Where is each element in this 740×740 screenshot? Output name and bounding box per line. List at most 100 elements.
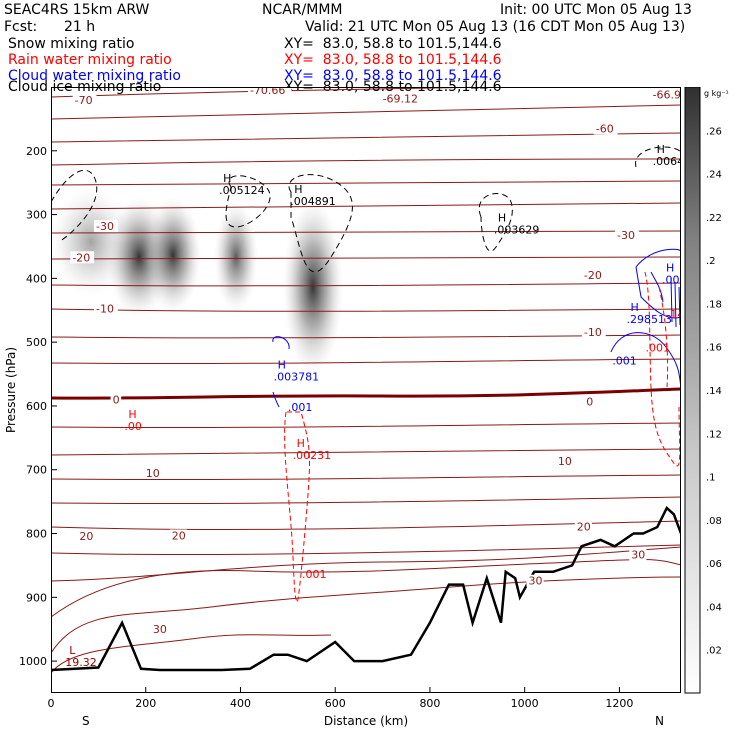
extremum-value: .298513 [627, 313, 673, 326]
extremum-value: .003781 [274, 370, 320, 383]
x-tick-label: 800 [419, 697, 440, 710]
isotherm-label: -20 [584, 269, 602, 282]
colorbar-tick-label: .04 [706, 602, 722, 613]
isotherm-label-bg [94, 302, 118, 315]
isotherm-label-bg [574, 520, 592, 533]
isotherm-label: -60 [596, 122, 614, 135]
y-tick-label: 500 [26, 336, 47, 349]
isotherm-label: -70 [75, 94, 93, 107]
y-tick-label: 700 [26, 464, 47, 477]
x-tick-label: 600 [325, 697, 346, 710]
isotherm-label-bg [555, 454, 574, 467]
isotherm-label: -70.66 [250, 87, 285, 97]
x-tick-label: 1200 [605, 697, 633, 710]
y-tick-label: 200 [26, 145, 47, 158]
contour-value-label: .001 [645, 342, 670, 355]
contour-value-label: .001 [612, 354, 637, 367]
extremum-symbol: H [223, 172, 231, 185]
ice-contours [51, 146, 681, 273]
rain-contours [284, 271, 681, 603]
freezing-level [51, 387, 681, 400]
extremum-symbol: H [278, 358, 286, 371]
isotherm-label-bg [650, 88, 681, 101]
x-axis-label: Distance (km) [324, 714, 408, 728]
field-xy-rain: XY= 83.0, 58.8 to 101.5,144.6 [284, 52, 502, 68]
field-name-snow: Snow mixing ratio [8, 36, 135, 52]
isotherm-label-bg [584, 395, 595, 408]
cloud-shading-4 [214, 202, 258, 312]
extremum-symbol: H [297, 437, 305, 450]
plot-frame [51, 87, 681, 693]
isotherm-label-bg [169, 529, 187, 542]
isotherm-label-bg [593, 122, 618, 135]
extremum-value: .00065 [662, 273, 681, 286]
extremum-symbol: H [631, 301, 639, 314]
extremum-value: .00 [124, 420, 142, 433]
extremum-symbol: H [657, 143, 665, 156]
init-time: Init: 00 UTC Mon 05 Aug 13 [500, 2, 692, 18]
isotherm-label: 30 [631, 549, 645, 562]
colorbar-tick-label: .2 [706, 256, 716, 267]
isotherm-label: 30 [528, 575, 542, 588]
isotherm-label: -20 [72, 251, 90, 264]
field-xy-cloud-water: XY= 83.0, 58.8 to 101.5,144.6 [284, 68, 502, 84]
extremum-symbol: H [294, 183, 302, 196]
colorbar-tick-label: .18 [706, 299, 722, 310]
field-xy-snow: XY= 83.0, 58.8 to 101.5,144.6 [284, 36, 502, 52]
contour-value-label: .001 [302, 568, 327, 581]
extremum-value: .00231 [293, 449, 332, 462]
isotherm-label-bg [70, 251, 95, 264]
tick-marks [51, 150, 620, 693]
isotherm-label-bg [380, 92, 425, 105]
y-tick-label: 600 [26, 400, 47, 413]
extremum-value: .005124 [219, 184, 265, 197]
isotherm-labels: -70 -70.66 -69.12 -66.9 -60 -30 -30 -20 -20 -10 -1… [70, 87, 681, 636]
colorbar-tick-label: .06 [706, 559, 722, 570]
x-tick-label: 400 [230, 697, 251, 710]
colorbar-tick-label: .02 [706, 646, 722, 657]
extrema-labels: H.005124H.004891H.003629H.006445H.00065H… [65, 143, 681, 669]
extremum-value: .006445 [653, 155, 681, 168]
south-end-label: S [82, 714, 90, 728]
x-tick-label: 200 [135, 697, 156, 710]
isotherm-label-bg [615, 228, 639, 241]
extremum-symbol: H [666, 261, 674, 274]
y-tick-labels: 200 300 400 500 600 700 800 900 1000 [19, 145, 47, 668]
y-axis-label: Pressure (hPa) [4, 347, 18, 433]
isotherm-label-bg [72, 93, 97, 106]
field-name-cloud-water: Cloud water mixing ratio [8, 68, 181, 84]
isotherm-label: 10 [558, 455, 572, 468]
isotherm-label-bg [526, 574, 544, 587]
colorbar-tick-label: .16 [706, 343, 722, 354]
extremum-value: .004891 [290, 195, 336, 208]
isotherm-label: 20 [577, 521, 591, 534]
y-tick-label: 300 [26, 209, 47, 222]
isotherm-label-bg [110, 393, 122, 406]
cross-section-plot: -70 -70.66 -69.12 -66.9 -60 -30 -30 -20 -20 -10 -1… [51, 87, 681, 693]
isotherm-label-bg [94, 220, 118, 233]
isotherm-label: -30 [96, 220, 114, 233]
extremum-value: .003629 [494, 224, 540, 237]
isotherm-label-bg [143, 466, 161, 479]
x-tick-label: 0 [48, 697, 55, 710]
isotherm-label: 10 [146, 467, 160, 480]
y-tick-label: 900 [26, 591, 47, 604]
isotherm-label: 0 [586, 395, 593, 408]
isotherm-label: 20 [172, 529, 186, 542]
extremum-value: .146 [667, 308, 681, 321]
isotherm-label-bg [150, 623, 169, 636]
colorbar-tick-label: .26 [706, 126, 722, 137]
cloud-shading-3 [145, 197, 201, 313]
isotherm-label: 30 [153, 623, 167, 636]
y-tick-label: 800 [26, 528, 47, 541]
colorbar-ticks: .02 .04 .06 .08 .1 .12 .14 .16 .18 .2 .22 .24 .26 [706, 126, 722, 656]
cloud-water-contours [272, 248, 681, 408]
organization-label: NCAR/MMM [262, 2, 343, 18]
colorbar-tick-label: .14 [706, 386, 722, 397]
model-title: SEAC4RS 15km ARW [4, 2, 150, 18]
valid-time: Valid: 21 UTC Mon 05 Aug 13 (16 CDT Mon … [305, 19, 686, 35]
y-tick-label: 1000 [19, 655, 47, 668]
isotherm-label: -69.12 [383, 92, 418, 105]
isotherm-label: -10 [584, 326, 602, 339]
